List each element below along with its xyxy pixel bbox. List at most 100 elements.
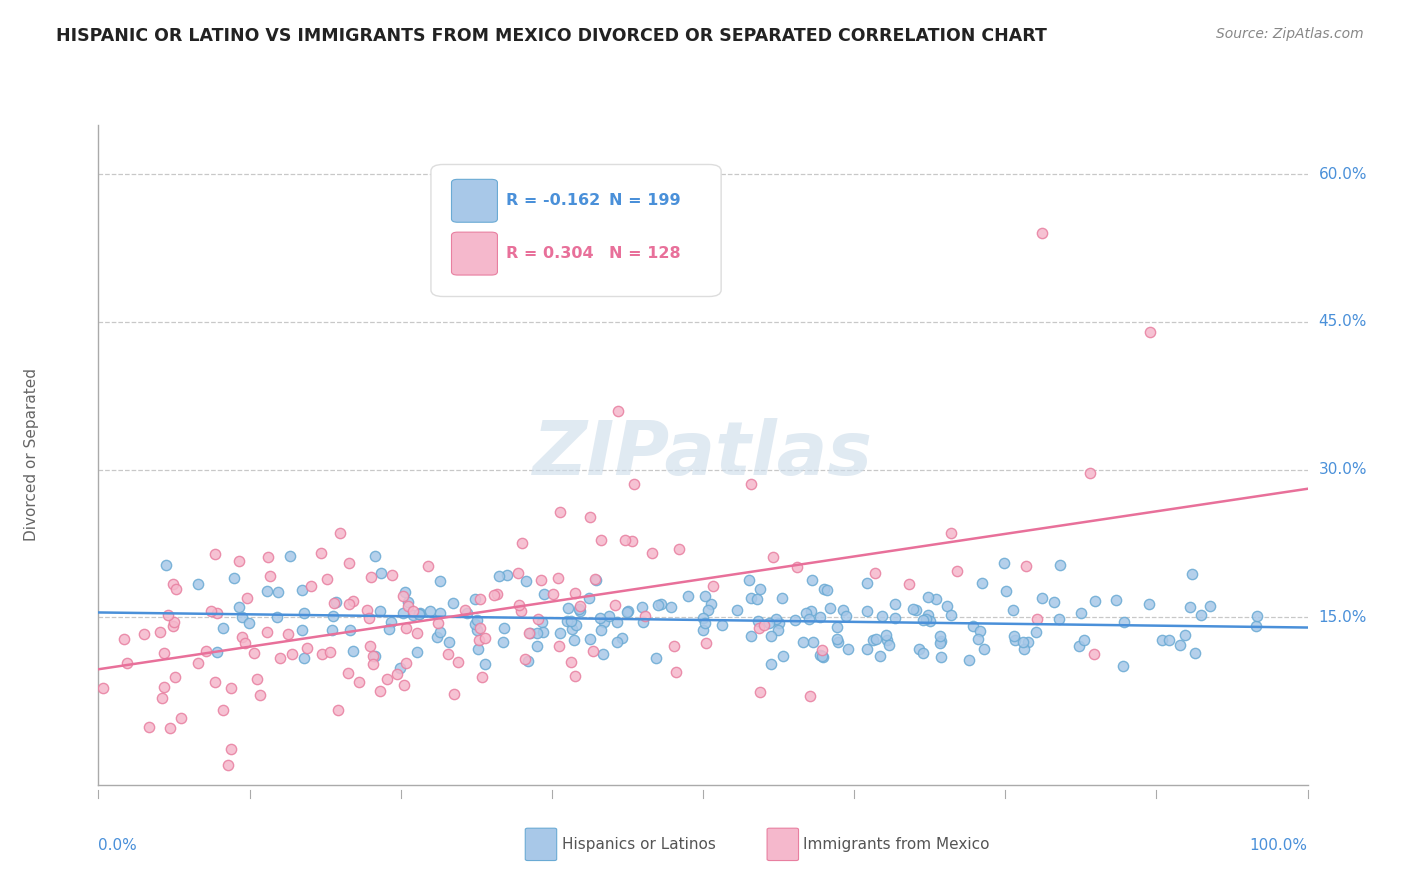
Point	[568, 602, 591, 616]
Point	[692, 611, 714, 625]
Point	[752, 618, 775, 632]
Point	[391, 589, 413, 603]
FancyBboxPatch shape	[526, 828, 557, 861]
Point	[1184, 646, 1206, 660]
Point	[808, 609, 831, 624]
Point	[238, 615, 260, 630]
Point	[941, 607, 963, 622]
Point	[322, 609, 344, 624]
Point	[1078, 466, 1101, 480]
Point	[347, 675, 370, 690]
Point	[555, 614, 578, 628]
Point	[799, 689, 821, 703]
Point	[531, 615, 554, 629]
Point	[647, 598, 669, 612]
Point	[877, 638, 900, 652]
Point	[269, 651, 291, 665]
Point	[159, 721, 181, 735]
Point	[810, 648, 832, 662]
Point	[786, 560, 808, 574]
Point	[870, 608, 893, 623]
Point	[517, 654, 540, 668]
Point	[228, 554, 250, 568]
Point	[325, 595, 347, 609]
Point	[607, 403, 630, 417]
Point	[557, 601, 579, 615]
Point	[585, 573, 607, 587]
Point	[91, 681, 114, 696]
Point	[494, 621, 516, 635]
Point	[419, 604, 441, 618]
Point	[856, 604, 879, 618]
Point	[221, 742, 243, 756]
Point	[364, 549, 387, 563]
Point	[299, 579, 322, 593]
Point	[132, 626, 155, 640]
Point	[468, 633, 491, 648]
Point	[995, 584, 1018, 599]
Point	[970, 576, 993, 591]
Point	[699, 597, 721, 611]
Point	[633, 615, 655, 630]
Point	[650, 598, 672, 612]
Point	[187, 656, 209, 670]
Point	[281, 647, 304, 661]
Point	[356, 603, 378, 617]
Point	[429, 625, 451, 640]
Point	[662, 640, 685, 654]
Point	[318, 645, 340, 659]
Point	[1002, 603, 1025, 617]
Point	[249, 689, 271, 703]
Point	[531, 625, 554, 640]
Point	[467, 642, 489, 657]
Point	[517, 625, 540, 640]
Point	[749, 582, 772, 596]
Point	[634, 608, 657, 623]
Point	[368, 604, 391, 618]
Point	[266, 610, 288, 624]
Point	[311, 647, 333, 661]
Point	[1014, 641, 1036, 656]
Point	[645, 650, 668, 665]
Point	[606, 635, 628, 649]
Point	[368, 683, 391, 698]
Point	[278, 549, 301, 564]
Point	[187, 577, 209, 591]
Point	[1031, 226, 1053, 240]
Point	[441, 595, 464, 609]
Point	[967, 632, 990, 647]
Point	[1159, 632, 1181, 647]
Point	[1112, 659, 1135, 673]
Point	[785, 613, 807, 627]
Point	[761, 657, 783, 671]
Point	[162, 619, 184, 633]
Point	[156, 607, 179, 622]
Point	[665, 665, 688, 679]
Point	[583, 572, 606, 586]
Point	[342, 644, 364, 658]
Point	[1017, 635, 1039, 649]
Point	[1083, 647, 1105, 661]
Point	[579, 510, 602, 524]
Point	[810, 649, 832, 664]
Point	[813, 582, 835, 596]
Point	[917, 590, 939, 604]
Point	[488, 568, 510, 582]
Point	[212, 703, 235, 717]
Point	[363, 648, 385, 663]
Point	[598, 609, 620, 624]
Text: 100.0%: 100.0%	[1250, 838, 1308, 853]
Point	[112, 632, 135, 647]
Point	[865, 632, 887, 646]
Point	[394, 585, 416, 599]
Point	[470, 621, 492, 635]
Point	[388, 661, 411, 675]
Point	[291, 583, 314, 598]
Point	[568, 599, 591, 614]
Point	[993, 556, 1015, 570]
Point	[616, 605, 638, 619]
Point	[231, 630, 253, 644]
Point	[835, 609, 858, 624]
Point	[631, 599, 654, 614]
Point	[1025, 624, 1047, 639]
